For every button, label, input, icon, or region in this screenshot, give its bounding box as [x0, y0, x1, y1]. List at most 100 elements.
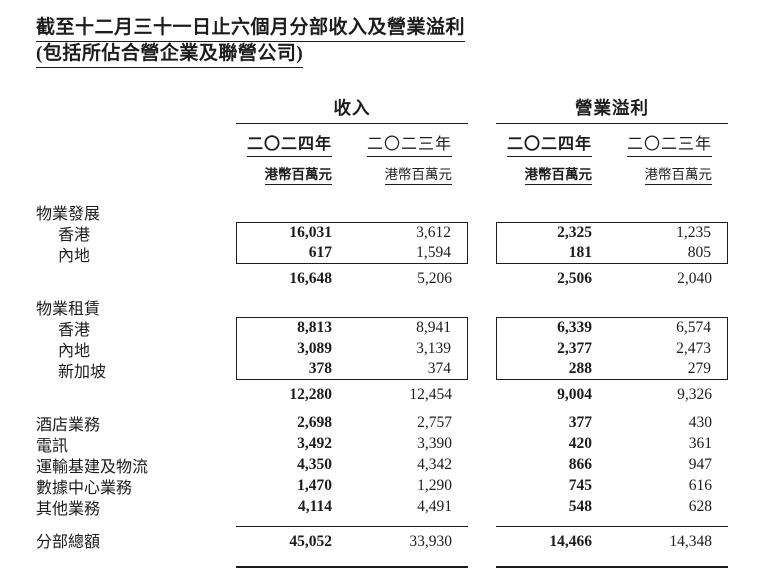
title-block: 截至十二月三十一日止六個月分部收入及營業溢利 (包括所佔合營企業及聯營公司) [36, 16, 777, 68]
row-label: 香港 [58, 226, 91, 244]
profit-box: 288 279 [496, 359, 728, 380]
year-header-row: 二〇二四年 二〇二三年 二〇二四年 二〇二三年 [36, 130, 777, 157]
revenue-2023: 2,757 [417, 413, 452, 431]
revenue-2024: 617 [308, 244, 333, 261]
row-label: 香港 [58, 321, 91, 339]
revenue-2024: 16,031 [289, 224, 333, 241]
revenue-2024: 45,052 [289, 532, 332, 550]
profit-2023: 430 [688, 413, 712, 431]
revenue-2024: 1,470 [297, 476, 332, 494]
profit-group-header: 營業溢利 [496, 95, 728, 124]
row-label: 分部總額 [36, 533, 101, 551]
row-label: 數據中心業務 [36, 479, 133, 497]
profit-2023: 279 [687, 360, 711, 377]
profit-2023: 2,473 [676, 339, 711, 357]
profit-2024: 288 [568, 360, 593, 377]
profit-2024: 745 [568, 476, 592, 494]
row-label: 電訊 [36, 437, 69, 455]
revenue-total-group: 45,052 33,930 [236, 526, 468, 553]
row-telecom: 電訊 3,492 3,390 420 361 [36, 433, 777, 455]
revenue-unit-2023: 港幣百萬元 [348, 163, 468, 185]
profit-2023: 1,235 [676, 224, 711, 241]
row-label: 新加坡 [58, 363, 107, 381]
profit-2024: 2,506 [557, 269, 592, 287]
revenue-unit-2024: 港幣百萬元 [236, 163, 348, 185]
row-label: 其他業務 [36, 500, 101, 518]
profit-2024: 14,466 [549, 532, 592, 550]
row-pl-hongkong: 香港 8,813 8,941 6,339 6,574 [36, 317, 777, 339]
revenue-2023: 3,139 [416, 339, 451, 357]
profit-unit-2023: 港幣百萬元 [608, 163, 728, 185]
revenue-box: 16,031 3,612 [236, 222, 468, 243]
profit-box: 6,339 6,574 [496, 317, 728, 338]
section-row-property-development: 物業發展 [36, 201, 777, 223]
row-label: 內地 [58, 342, 91, 360]
row-pd-hongkong: 香港 16,031 3,612 2,325 1,235 [36, 222, 777, 244]
profit-2023: 6,574 [676, 319, 711, 336]
revenue-box: 3,089 3,139 [236, 338, 468, 359]
profit-2024: 548 [568, 497, 592, 515]
profit-2024: 2,325 [557, 224, 593, 241]
row-pd-mainland: 內地 617 1,594 181 805 [36, 243, 777, 265]
row-segment-total: 分部總額 45,052 33,930 14,466 14,348 [36, 526, 777, 553]
revenue-2024: 2,698 [297, 413, 332, 431]
profit-2023: 616 [688, 476, 712, 494]
revenue-2023: 5,206 [417, 269, 452, 287]
profit-2024: 866 [568, 455, 592, 473]
row-other-business: 其他業務 4,114 4,491 548 628 [36, 496, 777, 518]
revenue-2023: 1,290 [417, 476, 452, 494]
profit-2024: 377 [568, 413, 592, 431]
revenue-2023: 1,594 [416, 244, 451, 261]
report-subtitle: (包括所佔合營企業及聯營公司) [36, 42, 304, 68]
revenue-box: 378 374 [236, 359, 468, 380]
revenue-2024: 378 [308, 360, 333, 377]
revenue-2023: 8,941 [416, 319, 451, 336]
revenue-2024: 3,089 [297, 339, 333, 357]
profit-2024: 420 [568, 434, 592, 452]
row-transport-logistics: 運輸基建及物流 4,350 4,342 866 947 [36, 454, 777, 476]
revenue-2024: 4,350 [297, 455, 332, 473]
financial-report-page: 截至十二月三十一日止六個月分部收入及營業溢利 (包括所佔合營企業及聯營公司) 收… [36, 16, 777, 568]
row-pl-singapore: 新加坡 378 374 288 279 [36, 359, 777, 381]
profit-year-2023: 二〇二三年 [608, 130, 728, 157]
revenue-2023: 4,342 [417, 455, 452, 473]
row-pl-subtotal: 12,280 12,454 9,004 9,326 [36, 380, 777, 406]
profit-2024: 181 [568, 244, 593, 261]
revenue-year-2023: 二〇二三年 [348, 130, 468, 157]
revenue-2024: 16,648 [289, 269, 332, 287]
row-pl-mainland: 內地 3,089 3,139 2,377 2,473 [36, 338, 777, 360]
row-label: 物業發展 [36, 205, 101, 223]
profit-2023: 805 [687, 244, 711, 261]
revenue-2023: 3,612 [416, 224, 451, 241]
profit-2023: 2,040 [677, 269, 712, 287]
revenue-2023: 33,930 [409, 532, 452, 550]
revenue-2024: 12,280 [289, 385, 332, 403]
profit-2024: 2,377 [557, 339, 593, 357]
profit-2023: 361 [688, 434, 712, 452]
revenue-year-2024: 二〇二四年 [236, 130, 348, 157]
revenue-2023: 4,491 [417, 497, 452, 515]
profit-2024: 9,004 [557, 385, 592, 403]
group-header-row: 收入 營業溢利 [36, 98, 777, 124]
revenue-2023: 374 [427, 360, 451, 377]
profit-box: 2,325 1,235 [496, 222, 728, 243]
profit-unit-2024: 港幣百萬元 [496, 163, 608, 185]
revenue-box: 617 1,594 [236, 243, 468, 264]
row-label: 酒店業務 [36, 416, 101, 434]
profit-year-2024: 二〇二四年 [496, 130, 608, 157]
unit-header-row: 港幣百萬元 港幣百萬元 港幣百萬元 港幣百萬元 [36, 163, 777, 185]
profit-box: 181 805 [496, 243, 728, 264]
profit-box: 2,377 2,473 [496, 338, 728, 359]
revenue-box: 8,813 8,941 [236, 317, 468, 338]
revenue-2024: 4,114 [297, 497, 332, 515]
profit-2024: 6,339 [557, 319, 593, 336]
profit-2023: 14,348 [669, 532, 712, 550]
revenue-2023: 12,454 [409, 385, 452, 403]
row-label: 物業租賃 [36, 300, 101, 318]
row-label: 運輸基建及物流 [36, 458, 149, 476]
profit-2023: 947 [688, 455, 712, 473]
revenue-2023: 3,390 [417, 434, 452, 452]
row-data-centre: 數據中心業務 1,470 1,290 745 616 [36, 475, 777, 497]
profit-2023: 628 [688, 497, 712, 515]
row-label: 內地 [58, 247, 91, 265]
